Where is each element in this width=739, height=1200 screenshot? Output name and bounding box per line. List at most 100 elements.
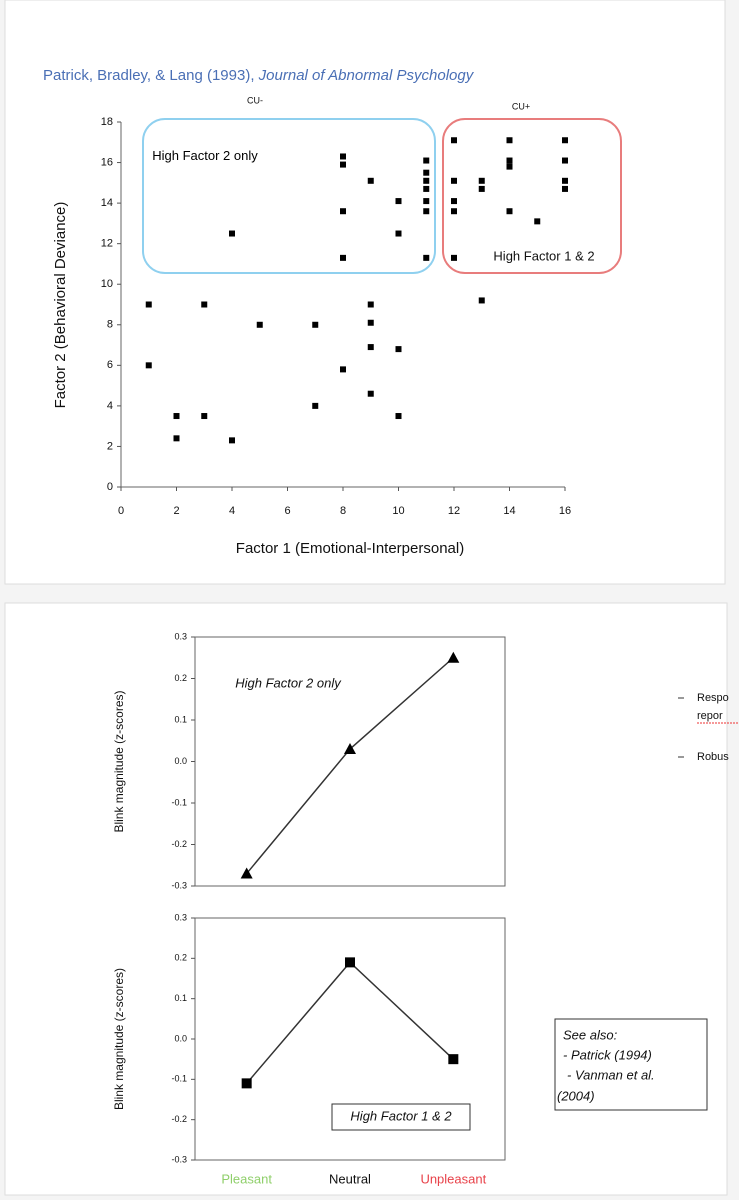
point xyxy=(367,177,374,184)
see-also-line: See also: xyxy=(563,1027,618,1042)
point xyxy=(145,301,152,308)
x-axis-title: Factor 1 (Emotional-Interpersonal) xyxy=(236,540,464,557)
annotation: High Factor 2 only xyxy=(235,675,342,690)
y-axis-title: Blink magnitude (z-scores) xyxy=(112,968,126,1110)
point xyxy=(312,402,319,409)
side-note: repor xyxy=(697,710,723,722)
point xyxy=(506,137,513,144)
point xyxy=(367,301,374,308)
y-tick-label: 10 xyxy=(101,278,113,290)
point xyxy=(451,254,457,261)
point xyxy=(423,185,430,192)
marker xyxy=(240,867,253,879)
point xyxy=(451,198,457,205)
y-tick-label: -0.3 xyxy=(171,1154,187,1164)
y-tick-label: 2 xyxy=(107,440,113,452)
point xyxy=(256,321,263,328)
annotation: CU+ xyxy=(512,101,530,111)
top-card xyxy=(4,0,726,585)
marker xyxy=(345,957,355,968)
annotation: CU- xyxy=(247,95,263,105)
point xyxy=(534,218,541,225)
point xyxy=(229,230,235,237)
y-tick-label: 14 xyxy=(101,197,113,209)
point xyxy=(340,153,346,160)
citation: Patrick, Bradley, & Lang (1993), Journal… xyxy=(43,67,475,84)
point xyxy=(340,161,346,168)
y-tick-label: 0.2 xyxy=(174,673,187,683)
point xyxy=(367,390,374,397)
y-tick-label: -0.2 xyxy=(171,839,187,849)
point xyxy=(478,185,485,192)
point xyxy=(367,319,374,326)
point xyxy=(562,137,568,144)
point xyxy=(451,137,457,144)
marker xyxy=(344,743,356,755)
annotation: High Factor 1 & 2 xyxy=(493,248,594,263)
y-tick-label: 0.2 xyxy=(174,953,187,963)
x-tick-label: 8 xyxy=(340,505,346,517)
x-tick-label: 0 xyxy=(118,505,124,517)
point xyxy=(201,301,208,308)
citation-authors: Patrick, Bradley, & Lang (1993), xyxy=(43,67,259,84)
x-tick-label: 4 xyxy=(229,505,235,517)
y-tick-label: 0.3 xyxy=(174,912,187,922)
point xyxy=(367,344,374,351)
marker xyxy=(241,1078,252,1089)
y-tick-label: 0.1 xyxy=(174,714,187,724)
point xyxy=(478,177,485,184)
y-tick-label: 0.0 xyxy=(174,1033,187,1043)
point xyxy=(395,346,402,353)
point xyxy=(423,254,430,261)
point xyxy=(478,297,485,304)
x-tick-label: 6 xyxy=(284,505,290,517)
y-axis-title: Blink magnitude (z-scores) xyxy=(112,690,126,832)
y-tick-label: 16 xyxy=(101,156,113,168)
see-also-line: - Patrick (1994) xyxy=(563,1047,652,1062)
point xyxy=(340,254,346,261)
point xyxy=(423,208,430,215)
point xyxy=(173,435,180,442)
x-tick-label: 10 xyxy=(392,505,404,517)
x-tick-label: 2 xyxy=(173,505,179,517)
point xyxy=(340,208,346,215)
x-tick-label: Pleasant xyxy=(221,1171,272,1186)
group-box-low xyxy=(142,118,436,274)
x-tick-label: 14 xyxy=(503,505,515,517)
point xyxy=(451,177,457,184)
y-tick-label: 0.1 xyxy=(174,993,187,1003)
y-tick-label: 8 xyxy=(107,319,113,331)
see-also-box xyxy=(554,1018,708,1111)
point xyxy=(340,366,346,373)
point xyxy=(562,177,568,184)
x-tick-label: 16 xyxy=(559,505,571,517)
x-tick-label: Unpleasant xyxy=(420,1171,486,1186)
annotation: High Factor 2 only xyxy=(152,148,258,163)
y-axis-title: Factor 2 (Behavioral Deviance) xyxy=(52,202,69,409)
point xyxy=(562,185,568,192)
annotation: High Factor 1 & 2 xyxy=(350,1108,452,1123)
y-tick-label: 6 xyxy=(107,359,113,371)
y-tick-label: 4 xyxy=(107,400,113,412)
point xyxy=(506,208,513,215)
point xyxy=(506,163,513,170)
y-tick-label: -0.3 xyxy=(171,880,187,890)
citation-journal: Journal of Abnormal Psychology xyxy=(258,67,475,84)
x-tick-label: Neutral xyxy=(329,1171,371,1186)
y-tick-label: 0.0 xyxy=(174,756,187,766)
y-tick-label: 0.3 xyxy=(174,631,187,641)
point xyxy=(229,437,235,444)
point xyxy=(423,177,430,184)
point xyxy=(145,362,152,369)
point xyxy=(395,198,402,205)
point xyxy=(423,157,430,164)
point xyxy=(562,157,568,164)
point xyxy=(506,157,513,164)
marker xyxy=(448,1054,459,1065)
see-also-line: - Vanman et al. xyxy=(567,1067,655,1082)
y-tick-label: -0.2 xyxy=(171,1114,187,1124)
annotation-box: High Factor 2 only xyxy=(152,148,258,163)
x-tick-label: 12 xyxy=(448,505,460,517)
group-box-high xyxy=(442,118,622,274)
